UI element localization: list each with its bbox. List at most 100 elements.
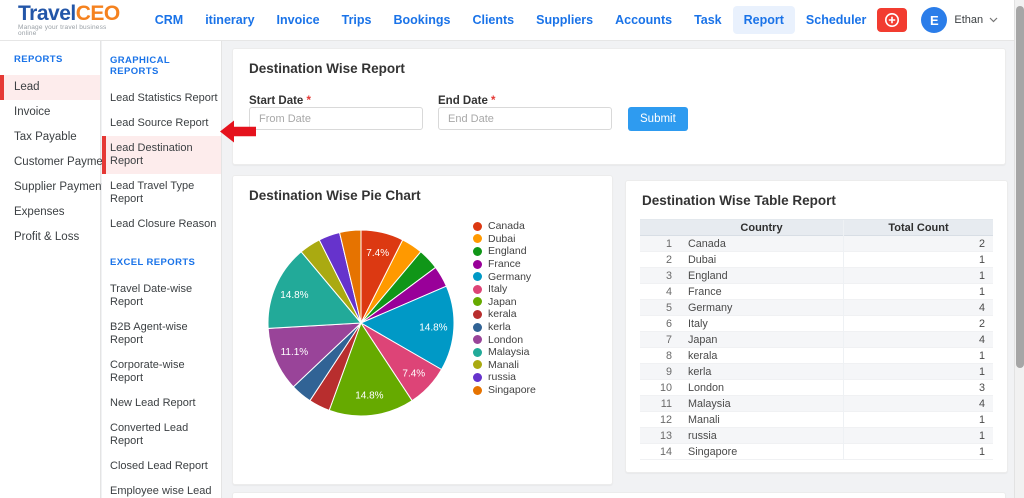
- sidebar-item-customer-payment[interactable]: Customer Payment: [14, 156, 113, 168]
- chevron-down-icon: [989, 17, 998, 23]
- menu-item-lead-source-report[interactable]: Lead Source Report: [110, 117, 209, 129]
- sidebar-item-tax-payable[interactable]: Tax Payable: [14, 131, 77, 143]
- menu-item-travel-date-wise-report[interactable]: Travel Date-wise Report: [110, 283, 193, 308]
- legend-item-canada[interactable]: Canada: [473, 220, 536, 233]
- legend-item-malaysia[interactable]: Malaysia: [473, 346, 536, 359]
- legend-swatch: [473, 259, 482, 269]
- required-marker: *: [306, 95, 312, 107]
- legend-item-kerala[interactable]: kerala: [473, 308, 536, 321]
- legend-swatch: [473, 272, 482, 282]
- legend-item-japan[interactable]: Japan: [473, 296, 536, 309]
- legend-swatch: [473, 284, 482, 294]
- legend-label: Singapore: [488, 384, 536, 397]
- legend-item-germany[interactable]: Germany: [473, 270, 536, 283]
- table-row: 1 Canada 2: [640, 236, 993, 252]
- legend-item-kerla[interactable]: kerla: [473, 321, 536, 334]
- pie-chart-panel: Destination Wise Pie Chart 7.4% 14.8% 7.4%…: [232, 175, 613, 485]
- country-cell: England: [688, 270, 728, 282]
- legend-item-russia[interactable]: russia: [473, 371, 536, 384]
- pie-slice-london[interactable]: [267, 322, 363, 388]
- sidebar-item-expenses[interactable]: Expenses: [14, 206, 65, 218]
- table-header-cell: [640, 220, 680, 236]
- pie-slice-malaysia[interactable]: [267, 251, 363, 329]
- end-date-input[interactable]: [438, 107, 612, 130]
- start-date-input[interactable]: [249, 107, 423, 130]
- legend-label: London: [488, 333, 524, 346]
- end-date-label: End Date *: [438, 95, 496, 107]
- menu-item-corporate-wise-report[interactable]: Corporate-wise Report: [110, 359, 185, 384]
- sidebar-item-invoice[interactable]: Invoice: [14, 106, 51, 118]
- nav-item-trips[interactable]: Trips: [341, 13, 372, 27]
- vertical-scrollbar[interactable]: [1014, 0, 1024, 498]
- legend-label: Dubai: [488, 232, 516, 245]
- total-count-cell: 1: [843, 364, 993, 380]
- nav-item-itinerary[interactable]: itinerary: [205, 13, 255, 27]
- pie-slice-percent-label: 7.4%: [366, 248, 389, 259]
- legend-item-england[interactable]: England: [473, 245, 536, 258]
- legend-item-london[interactable]: London: [473, 333, 536, 346]
- logo-part-travel: Travel: [18, 1, 76, 25]
- nav-item-accounts[interactable]: Accounts: [615, 13, 673, 27]
- pie-slice-japan[interactable]: [328, 321, 413, 417]
- legend-item-dubai[interactable]: Dubai: [473, 233, 536, 246]
- table-row: 7 Japan 4: [640, 332, 993, 348]
- menu-item-b2b-agent-wise-report[interactable]: B2B Agent-wise Report: [110, 321, 188, 346]
- submit-button[interactable]: Submit: [628, 107, 688, 131]
- nav-item-scheduler[interactable]: Scheduler: [805, 13, 867, 27]
- app-logo[interactable]: TravelCEO Manage your travel business on…: [18, 3, 120, 38]
- nav-item-clients[interactable]: Clients: [472, 13, 515, 27]
- nav-item-bookings[interactable]: Bookings: [393, 13, 451, 27]
- legend-item-france[interactable]: France: [473, 258, 536, 271]
- legend-label: kerala: [488, 308, 517, 321]
- destination-table: Country Total Count 1 Canada 2 2 Dubai 1 3 Engla…: [640, 219, 993, 460]
- menu-section-title: EXCEL REPORTS: [110, 257, 196, 268]
- pie-chart-title: Destination Wise Pie Chart: [249, 188, 421, 203]
- menu-item-closed-lead-report[interactable]: Closed Lead Report: [110, 460, 208, 472]
- add-new-button[interactable]: [877, 8, 908, 32]
- row-index-cell: 14: [659, 446, 672, 458]
- reports-sidebar-title: REPORTS: [14, 54, 63, 65]
- total-count-cell: 1: [843, 412, 993, 428]
- menu-item-new-lead-report[interactable]: New Lead Report: [110, 397, 196, 409]
- country-cell: kerla: [688, 366, 712, 378]
- menu-item-lead-travel-type-report[interactable]: Lead Travel Type Report: [110, 180, 195, 205]
- legend-item-singapore[interactable]: Singapore: [473, 384, 536, 397]
- sidebar-item-profit-loss[interactable]: Profit & Loss: [14, 231, 80, 243]
- table-row: 2 Dubai 1: [640, 252, 993, 268]
- user-menu[interactable]: E Ethan: [907, 7, 998, 33]
- country-cell: Canada: [688, 238, 726, 250]
- destination-pie-chart[interactable]: 7.4% 14.8% 7.4% 14.8% 11.1% 14.8%: [266, 228, 456, 418]
- pie-slice-singapore[interactable]: [338, 229, 362, 324]
- pie-slice-percent-label: 14.8%: [280, 290, 308, 301]
- total-count-cell: 1: [843, 444, 993, 460]
- country-cell: russia: [688, 430, 717, 442]
- row-index-cell: 13: [659, 430, 672, 442]
- pie-slice-germany[interactable]: [359, 285, 455, 371]
- menu-item-lead-statistics-report[interactable]: Lead Statistics Report: [110, 92, 218, 104]
- menu-item-employee-wise-lead-report[interactable]: Employee wise Lead Report: [110, 485, 212, 497]
- legend-swatch: [473, 347, 482, 357]
- legend-item-italy[interactable]: Italy: [473, 283, 536, 296]
- sidebar-item-lead[interactable]: Lead: [0, 75, 100, 100]
- nav-item-task[interactable]: Task: [694, 13, 722, 27]
- table-row: 5 Germany 4: [640, 300, 993, 316]
- legend-item-manali[interactable]: Manali: [473, 359, 536, 372]
- total-count-cell: 4: [843, 332, 993, 348]
- nav-item-invoice[interactable]: Invoice: [276, 13, 320, 27]
- menu-item-lead-closure-reason[interactable]: Lead Closure Reason: [110, 218, 217, 230]
- row-index-cell: 9: [665, 366, 672, 378]
- header-actions: E Ethan: [877, 7, 998, 33]
- row-index-cell: 8: [665, 350, 672, 362]
- menu-item-converted-lead-report[interactable]: Converted Lead Report: [110, 422, 189, 447]
- menu-item-lead-destination-report[interactable]: Lead Destination Report: [102, 136, 221, 174]
- country-cell: London: [688, 382, 725, 394]
- start-date-label: Start Date *: [249, 95, 312, 107]
- nav-item-crm[interactable]: CRM: [154, 13, 184, 27]
- table-row: 9 kerla 1: [640, 364, 993, 380]
- report-filter-panel: Destination Wise Report Start Date * End…: [232, 48, 1006, 165]
- sidebar-item-supplier-payment[interactable]: Supplier Payment: [14, 181, 105, 193]
- table-report-title: Destination Wise Table Report: [642, 193, 836, 208]
- nav-item-report[interactable]: Report: [732, 6, 795, 34]
- scrollbar-thumb[interactable]: [1016, 6, 1024, 368]
- nav-item-suppliers[interactable]: Suppliers: [536, 13, 594, 27]
